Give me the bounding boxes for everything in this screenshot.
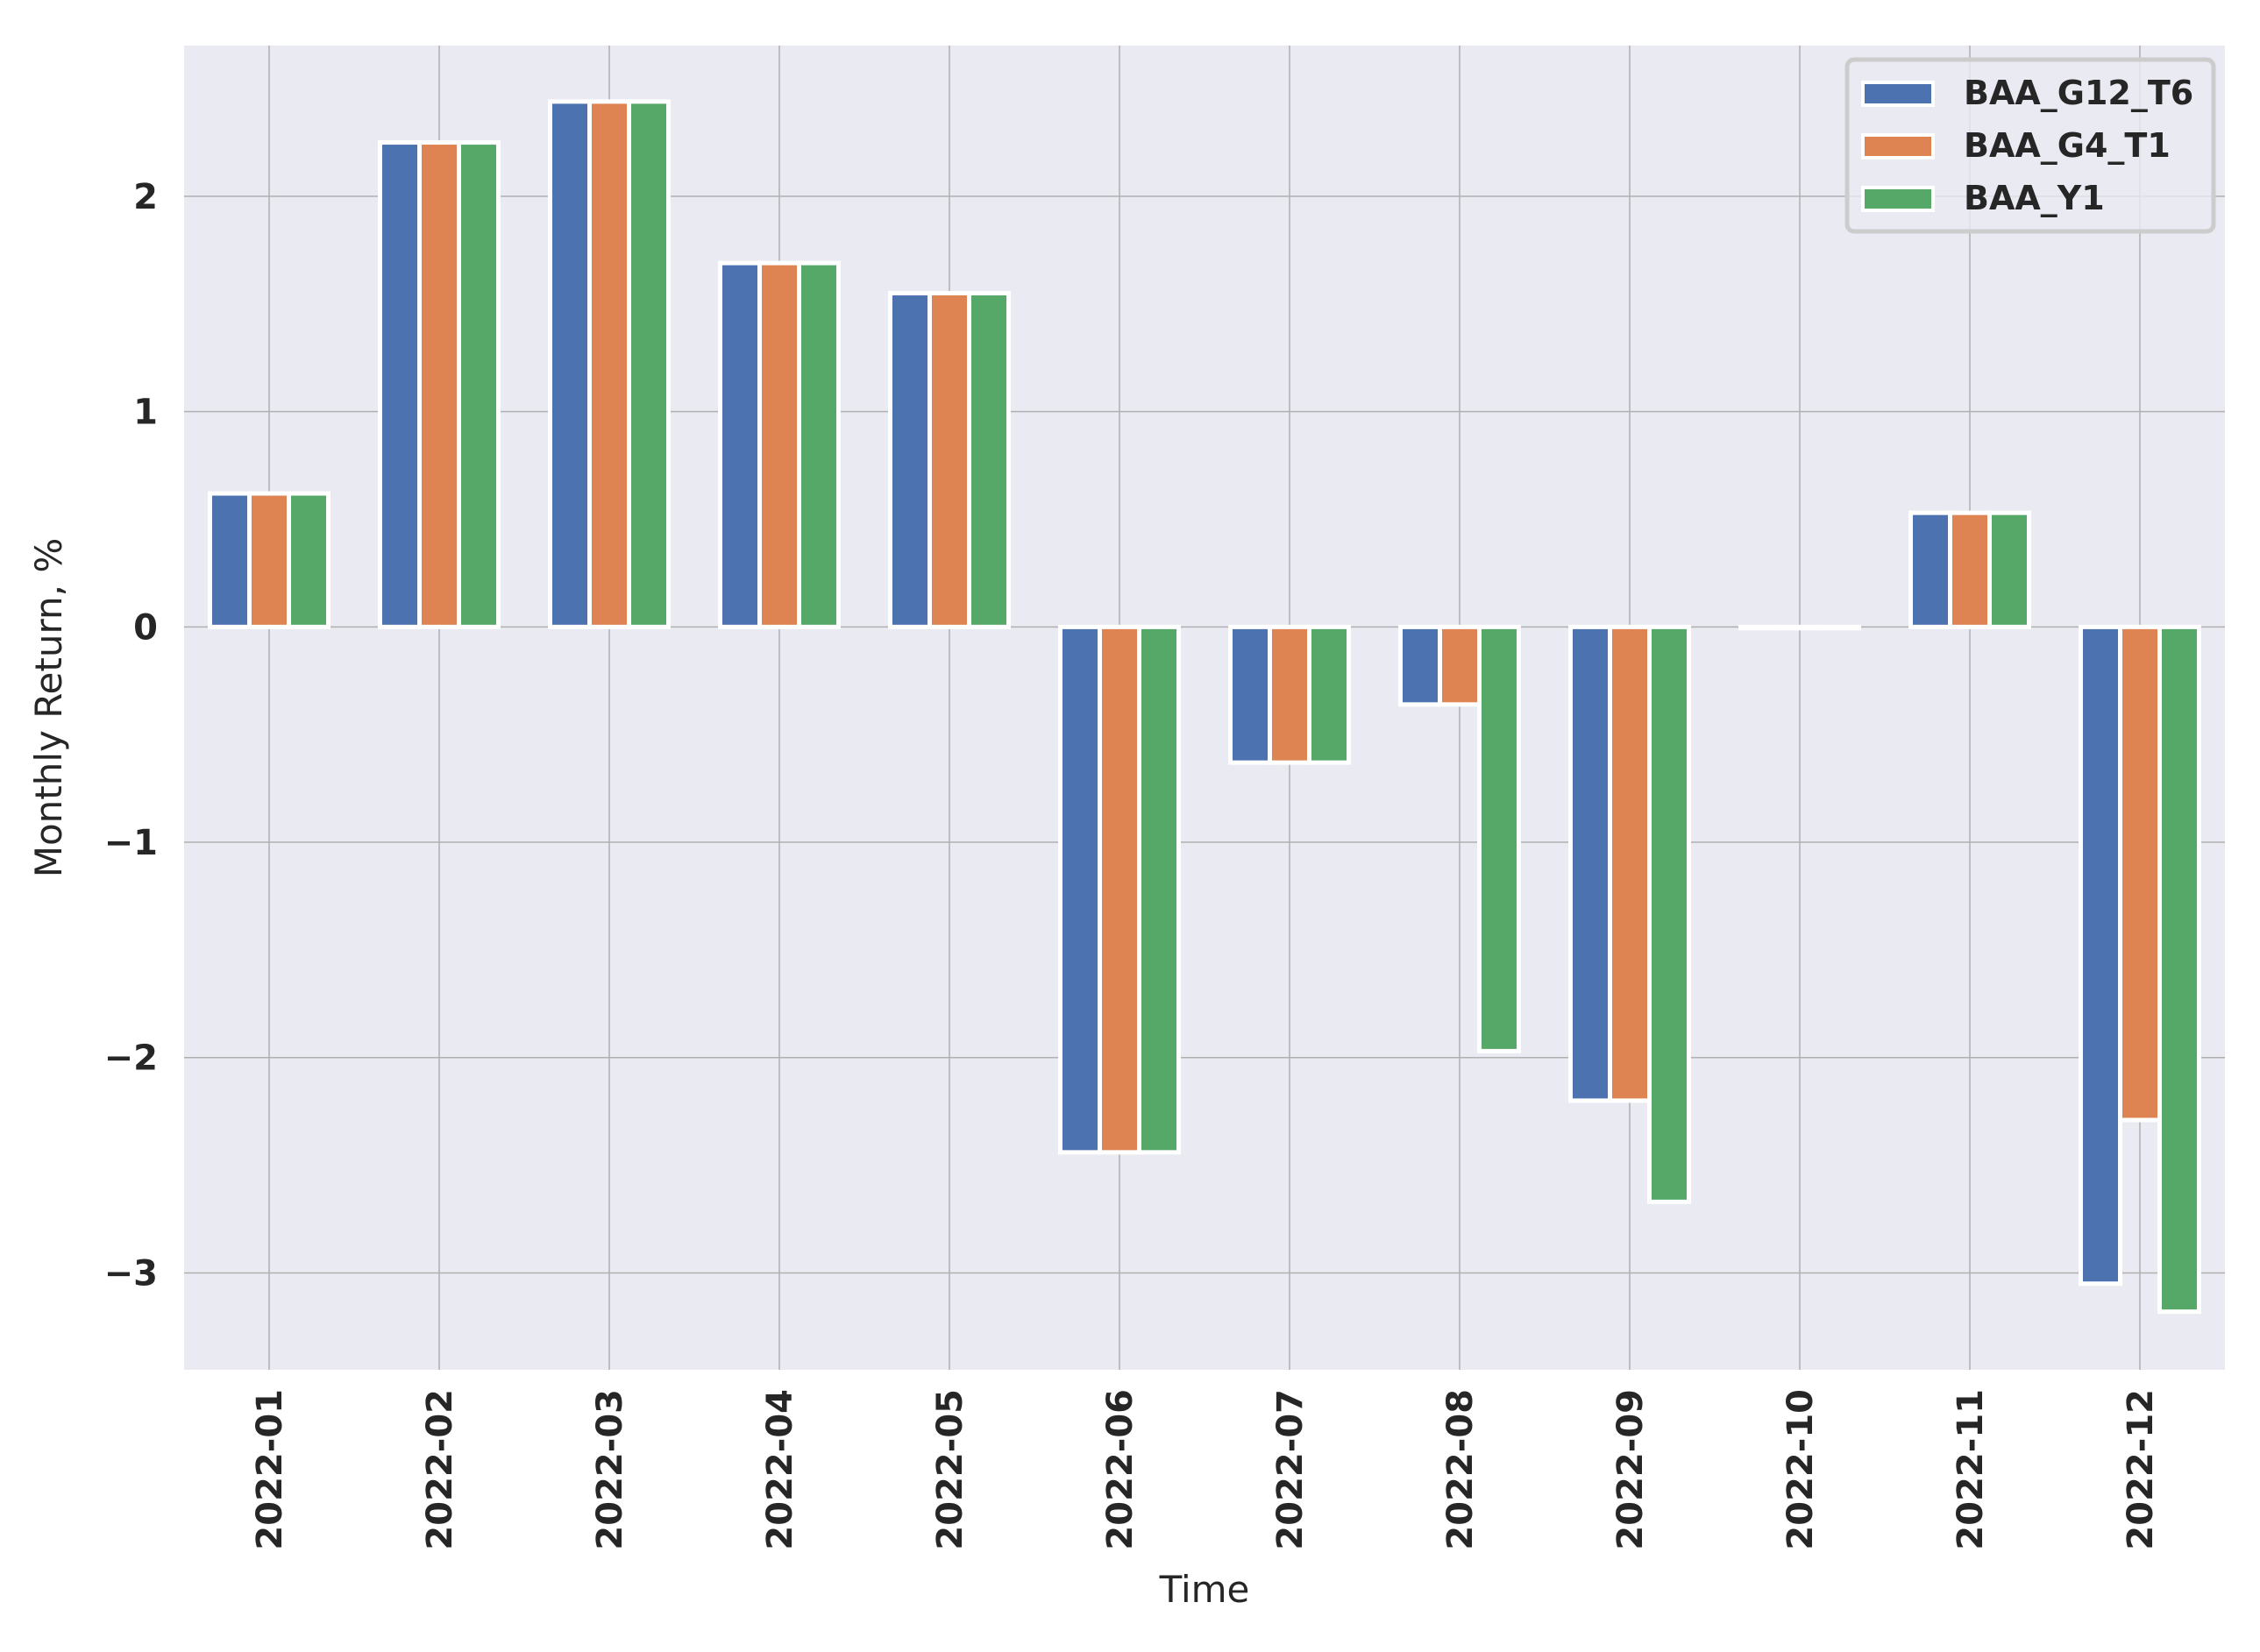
bar-BAA_G12_T6-2022-07 bbox=[1228, 624, 1272, 765]
x-tick-label: 2022-05 bbox=[930, 1389, 970, 1550]
bar-BAA_Y1-2022-02 bbox=[457, 140, 501, 629]
x-tick-label: 2022-07 bbox=[1270, 1389, 1311, 1550]
y-tick-label: 1 bbox=[133, 393, 158, 433]
bar-BAA_Y1-2022-04 bbox=[797, 260, 841, 629]
bar-BAA_Y1-2022-07 bbox=[1307, 624, 1351, 765]
x-axis-ticks: 2022-01 2022-02 2022-03 2022-04 2022-05 2022-… bbox=[250, 1389, 2161, 1550]
bar-BAA_G4_T1-2022-04 bbox=[757, 260, 801, 629]
legend-swatch-BAA_Y1 bbox=[1861, 186, 1935, 212]
bar-BAA_Y1-2022-12 bbox=[2157, 624, 2201, 1315]
bar-BAA_G12_T6-2022-06 bbox=[1058, 624, 1102, 1155]
y-axis-ticks: 2 1 0 −1 −2 −3 bbox=[104, 177, 158, 1294]
bar-BAA_Y1-2022-11 bbox=[1987, 510, 2031, 629]
legend-label-BAA_G12_T6: BAA_G12_T6 bbox=[1964, 74, 2193, 112]
x-tick-label: 2022-12 bbox=[2121, 1389, 2161, 1550]
x-tick-label: 2022-06 bbox=[1100, 1389, 1141, 1550]
bar-BAA_Y1-2022-06 bbox=[1137, 624, 1181, 1155]
y-axis-label: Monthly Return, % bbox=[27, 538, 70, 878]
bar-BAA_G12_T6-2022-08 bbox=[1398, 624, 1442, 707]
bar-BAA_G12_T6-2022-02 bbox=[378, 140, 422, 629]
bars bbox=[208, 99, 2201, 1315]
legend-swatch-BAA_G4_T1 bbox=[1861, 133, 1935, 160]
bar-BAA_G4_T1-2022-05 bbox=[927, 291, 971, 629]
bar-BAA_G4_T1-2022-06 bbox=[1098, 624, 1141, 1155]
bar-BAA_G12_T6-2022-05 bbox=[888, 291, 932, 629]
bar-BAA_G4_T1-2022-08 bbox=[1438, 624, 1482, 707]
bar-BAA_G12_T6-2022-11 bbox=[1908, 510, 1952, 629]
bar-BAA_G12_T6-2022-09 bbox=[1568, 624, 1612, 1103]
x-tick-label: 2022-08 bbox=[1440, 1389, 1481, 1550]
bar-BAA_G4_T1-2022-11 bbox=[1948, 510, 1992, 629]
bar-BAA_Y1-2022-03 bbox=[627, 99, 671, 629]
bar-BAA_G12_T6-2022-03 bbox=[548, 99, 592, 629]
bar-BAA_G4_T1-2022-01 bbox=[247, 491, 291, 629]
bar-BAA_G4_T1-2022-09 bbox=[1608, 624, 1652, 1103]
x-axis-label: Time bbox=[1159, 1568, 1250, 1611]
bar-BAA_G12_T6-2022-04 bbox=[718, 260, 762, 629]
y-tick-label: 2 bbox=[133, 177, 158, 217]
bar-BAA_G4_T1-2022-03 bbox=[587, 99, 631, 629]
bar-BAA_G4_T1-2022-12 bbox=[2118, 624, 2162, 1123]
x-tick-label: 2022-01 bbox=[250, 1389, 290, 1550]
bar-BAA_G12_T6-2022-10 bbox=[1738, 624, 1782, 631]
x-tick-label: 2022-11 bbox=[1951, 1389, 1991, 1550]
bar-BAA_G4_T1-2022-02 bbox=[417, 140, 461, 629]
bar-BAA_G4_T1-2022-10 bbox=[1778, 624, 1822, 631]
bar-BAA_Y1-2022-08 bbox=[1477, 624, 1521, 1053]
x-tick-label: 2022-09 bbox=[1610, 1389, 1651, 1550]
bar-BAA_Y1-2022-01 bbox=[287, 491, 330, 629]
y-tick-label: 0 bbox=[133, 607, 158, 648]
x-tick-label: 2022-03 bbox=[590, 1389, 630, 1550]
x-tick-label: 2022-02 bbox=[420, 1389, 460, 1550]
y-tick-label: −2 bbox=[104, 1039, 158, 1079]
bar-BAA_G4_T1-2022-07 bbox=[1268, 624, 1311, 765]
bar-BAA_G12_T6-2022-01 bbox=[208, 491, 252, 629]
bar-BAA_Y1-2022-09 bbox=[1647, 624, 1691, 1204]
legend-box bbox=[1844, 57, 2216, 234]
y-tick-label: −3 bbox=[104, 1253, 158, 1294]
plot-area bbox=[184, 46, 2225, 1370]
x-tick-label: 2022-04 bbox=[760, 1389, 800, 1550]
legend-swatch-BAA_G12_T6 bbox=[1861, 81, 1935, 107]
legend-label-BAA_G4_T1: BAA_G4_T1 bbox=[1964, 126, 2171, 165]
y-tick-label: −1 bbox=[104, 823, 158, 863]
x-tick-label: 2022-10 bbox=[1780, 1389, 1821, 1550]
bar-BAA_G12_T6-2022-12 bbox=[2079, 624, 2122, 1287]
bar-BAA_Y1-2022-10 bbox=[1817, 624, 1861, 631]
legend: BAA_G12_T6 BAA_G4_T1 BAA_Y1 bbox=[1844, 57, 2216, 234]
bar-BAA_Y1-2022-05 bbox=[967, 291, 1011, 629]
legend-label-BAA_Y1: BAA_Y1 bbox=[1964, 179, 2105, 217]
